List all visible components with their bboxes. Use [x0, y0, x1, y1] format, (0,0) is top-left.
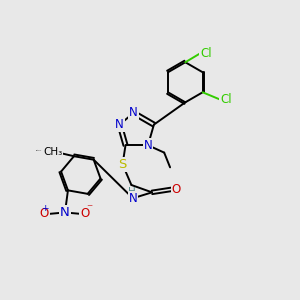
Text: O: O: [80, 207, 89, 220]
Text: N: N: [128, 192, 137, 205]
Text: N: N: [144, 139, 152, 152]
Text: O: O: [40, 207, 49, 220]
Text: H: H: [128, 187, 136, 197]
Text: Cl: Cl: [220, 93, 232, 106]
Text: CH₃: CH₃: [44, 147, 63, 157]
Text: O: O: [172, 183, 181, 196]
Text: Cl: Cl: [200, 47, 212, 60]
Text: methoxy: methoxy: [35, 150, 42, 151]
Text: O: O: [49, 145, 58, 158]
Text: N: N: [129, 106, 138, 119]
Text: N: N: [60, 206, 70, 219]
Text: +: +: [40, 204, 48, 213]
Text: S: S: [118, 158, 127, 171]
Text: ⁻: ⁻: [86, 202, 93, 215]
Text: N: N: [115, 118, 124, 131]
